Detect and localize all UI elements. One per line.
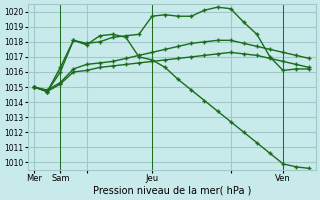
X-axis label: Pression niveau de la mer( hPa ): Pression niveau de la mer( hPa ) [92,186,251,196]
